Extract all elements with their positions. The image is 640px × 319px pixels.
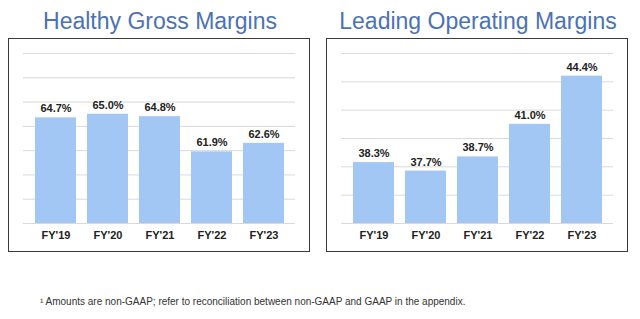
svg-text:FY'21: FY'21 — [146, 229, 175, 241]
svg-text:64.7%: 64.7% — [40, 102, 71, 114]
svg-text:41.0%: 41.0% — [514, 109, 545, 121]
svg-text:37.7%: 37.7% — [410, 156, 441, 168]
svg-text:FY'20: FY'20 — [94, 229, 123, 241]
svg-text:64.8%: 64.8% — [144, 101, 175, 113]
svg-text:38.3%: 38.3% — [358, 147, 389, 159]
html-text:¹ Amounts are non-GAAP; refer: ¹ Amounts are non-GAAP; refer to reconci… — [40, 296, 466, 307]
svg-text:65.0%: 65.0% — [92, 99, 123, 111]
svg-text:FY'23: FY'23 — [568, 229, 597, 241]
svg-text:61.9%: 61.9% — [196, 136, 227, 148]
svg-text:FY'19: FY'19 — [42, 229, 71, 241]
svg-text:38.7%: 38.7% — [462, 141, 493, 153]
html-text:Leading Operating Margins: Leading Operating Margins — [339, 8, 617, 34]
svg-text:FY'20: FY'20 — [412, 229, 441, 241]
svg-text:FY'23: FY'23 — [250, 229, 279, 241]
svg-text:FY'19: FY'19 — [360, 229, 389, 241]
svg-text:FY'22: FY'22 — [198, 229, 227, 241]
svg-text:FY'22: FY'22 — [516, 229, 545, 241]
html-text:Healthy Gross Margins: Healthy Gross Margins — [43, 8, 277, 34]
svg-text:44.4%: 44.4% — [566, 61, 597, 73]
svg-text:FY'21: FY'21 — [464, 229, 493, 241]
svg-text:62.6%: 62.6% — [248, 128, 279, 140]
